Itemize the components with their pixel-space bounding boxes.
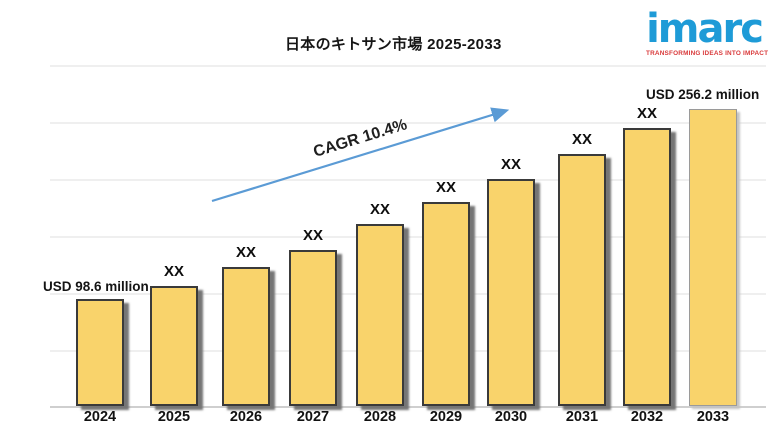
year-label-2025: 2025	[157, 409, 191, 425]
year-label-2031: 2031	[565, 409, 599, 425]
imarc-logo: imarc TRANSFORMING IDEAS INTO IMPACT	[646, 6, 768, 58]
bar-2027	[289, 250, 337, 406]
imarc-logo-tagline: TRANSFORMING IDEAS INTO IMPACT	[646, 50, 768, 58]
value-label-2032: XX	[636, 105, 657, 122]
year-label-2030: 2030	[494, 409, 528, 425]
bar-2024	[76, 299, 124, 406]
bar-2030	[487, 179, 535, 406]
gridline	[50, 350, 766, 352]
year-label-2032: 2032	[630, 409, 664, 425]
year-label-2026: 2026	[229, 409, 263, 425]
gridline	[50, 293, 766, 295]
bar-2028	[356, 224, 404, 406]
value-label-2028: XX	[369, 201, 390, 218]
year-label-2033: 2033	[696, 409, 730, 425]
bar-2033	[689, 109, 737, 406]
bar-2031	[558, 154, 606, 406]
value-label-2025: XX	[163, 263, 184, 280]
year-label-2024: 2024	[83, 409, 117, 425]
bar-2032	[623, 128, 671, 406]
gridline	[50, 236, 766, 238]
year-label-2029: 2029	[429, 409, 463, 425]
value-label-2024: USD 98.6 million	[43, 279, 149, 294]
page-title: 日本のキトサン市場 2025-2033	[285, 36, 502, 53]
bar-2029	[422, 202, 470, 406]
gridline	[50, 122, 766, 124]
x-axis-line	[50, 406, 766, 408]
imarc-logo-text: imarc	[646, 6, 764, 52]
year-label-2028: 2028	[363, 409, 397, 425]
bar-2026	[222, 267, 270, 406]
value-label-2026: XX	[235, 244, 256, 261]
gridline	[50, 65, 766, 67]
value-label-2033: USD 256.2 million	[646, 87, 760, 102]
bar-2025	[150, 286, 198, 406]
value-label-2027: XX	[302, 227, 323, 244]
value-label-2029: XX	[435, 179, 456, 196]
year-label-2027: 2027	[296, 409, 330, 425]
value-label-2031: XX	[571, 131, 592, 148]
value-label-2030: XX	[500, 156, 521, 173]
